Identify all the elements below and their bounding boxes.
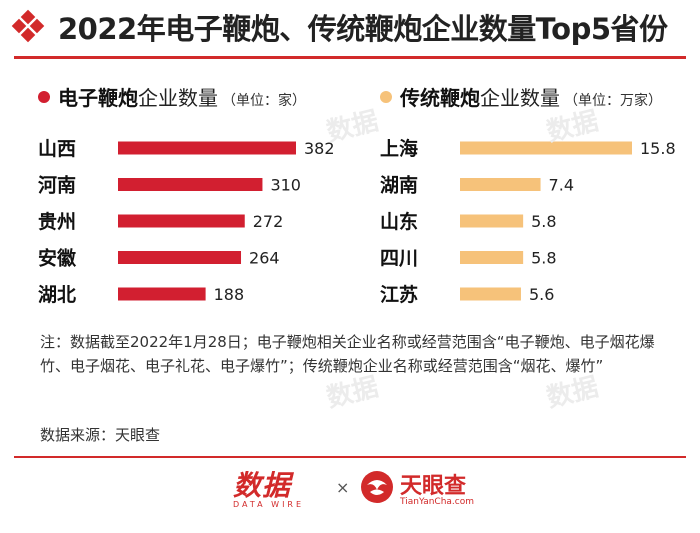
value-label: 15.8	[640, 139, 676, 158]
legend-dot-electronic	[38, 91, 50, 103]
value-label: 7.4	[549, 176, 574, 195]
value-label: 310	[270, 176, 301, 195]
legend-strong: 电子鞭炮	[58, 86, 138, 110]
bar	[460, 251, 524, 264]
legend-electronic: 电子鞭炮企业数量 （单位：家）	[38, 82, 306, 111]
category-label: 上海	[380, 137, 418, 160]
category-label: 江苏	[380, 283, 418, 306]
bar	[460, 214, 524, 228]
value-label: 382	[304, 139, 335, 158]
value-label: 272	[253, 212, 284, 231]
datawire-logo-text: 数据	[233, 469, 292, 502]
legend-unit: （单位：家）	[222, 93, 306, 109]
footnote: 注：数据截至2022年1月28日；电子鞭炮相关企业名称或经营范围含“电子鞭炮、电…	[40, 333, 655, 375]
category-label: 湖南	[380, 175, 418, 197]
bar	[118, 178, 263, 191]
legend-traditional: 传统鞭炮企业数量 （单位：万家）	[380, 82, 662, 111]
legend-strong: 传统鞭炮	[400, 86, 480, 110]
category-label: 贵州	[38, 211, 76, 233]
category-label: 湖北	[38, 284, 76, 306]
times-sign: ×	[336, 478, 350, 497]
value-label: 5.6	[529, 285, 554, 304]
value-label: 5.8	[531, 249, 556, 268]
category-label: 四川	[380, 248, 418, 270]
bar	[118, 287, 206, 301]
footer: 数据 DATA WIRE × 天眼查 TianYanCha.com	[0, 462, 700, 524]
legend-rest: 企业数量	[480, 86, 560, 110]
footer-divider	[14, 456, 686, 458]
category-label: 安徽	[38, 247, 77, 270]
value-label: 188	[214, 285, 245, 304]
category-label: 山西	[38, 138, 76, 160]
chart-electronic: 电子鞭炮企业数量 （单位：家） 山西 382 河南 310 贵州 272 安徽 264 湖北 188	[38, 82, 358, 312]
datawire-logo: 数据 DATA WIRE	[233, 464, 323, 509]
bar-plot-electronic: 山西 382 河南 310 贵州 272 安徽 264 湖北 188	[38, 138, 335, 306]
bar	[118, 251, 242, 264]
value-label: 264	[249, 249, 280, 268]
category-label: 山东	[380, 210, 418, 233]
data-source: 数据来源：天眼查	[40, 426, 161, 444]
chart-traditional: 传统鞭炮企业数量 （单位：万家） 上海 15.8 湖南 7.4 山东 5.8 四川 5.8 江苏 5…	[380, 82, 700, 312]
bar	[460, 287, 521, 301]
legend-unit: （单位：万家）	[564, 93, 662, 109]
legend-dot-traditional	[380, 91, 392, 103]
tianyancha-logo-icon	[361, 471, 393, 503]
title-logo-icon	[10, 8, 46, 44]
bar	[118, 141, 296, 155]
legend-rest: 企业数量	[138, 86, 218, 110]
bar-plot-traditional: 上海 15.8 湖南 7.4 山东 5.8 四川 5.8 江苏 5.6	[380, 137, 676, 306]
tianyancha-logo: 天眼查 TianYanCha.com	[360, 466, 474, 516]
tianyancha-name: 天眼查	[400, 474, 467, 499]
value-label: 5.8	[531, 212, 556, 231]
category-label: 河南	[38, 175, 76, 197]
bar	[118, 214, 245, 228]
tianyancha-url: TianYanCha.com	[400, 497, 475, 507]
datawire-logo-sub: DATA WIRE	[233, 500, 305, 509]
chart-title: 2022年电子鞭炮、传统鞭炮企业数量Top5省份	[58, 12, 668, 46]
bar	[460, 141, 632, 155]
bar	[460, 178, 541, 191]
title-divider	[14, 56, 686, 59]
